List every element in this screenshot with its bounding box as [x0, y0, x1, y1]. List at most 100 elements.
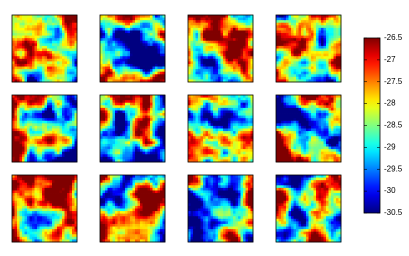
panel-cell — [243, 129, 246, 132]
panel-cell — [331, 41, 334, 44]
panel-cell — [30, 41, 33, 44]
panel-cell — [22, 110, 25, 113]
panel-cell — [213, 61, 216, 64]
panel-cell — [130, 43, 133, 46]
panel-cell — [299, 25, 302, 28]
panel-cell — [228, 152, 231, 155]
panel-cell — [321, 77, 324, 80]
panel-cell — [319, 36, 322, 39]
panel-cell — [231, 74, 234, 77]
panel-cell — [208, 144, 211, 147]
panel-cell — [120, 118, 123, 121]
panel-cell — [130, 69, 133, 72]
panel-cell — [301, 51, 304, 54]
panel-cell — [309, 110, 312, 113]
panel-cell — [47, 59, 50, 62]
panel-cell — [138, 116, 141, 119]
panel-cell — [276, 59, 279, 62]
panel-cell — [37, 118, 40, 121]
panel-cell — [284, 105, 287, 108]
panel-cell — [113, 59, 116, 62]
panel-cell — [70, 105, 73, 108]
panel-cell — [105, 103, 108, 106]
panel-cell — [110, 15, 113, 18]
panel-cell — [57, 54, 60, 57]
panel-cell — [301, 105, 304, 108]
panel-cell — [326, 64, 329, 67]
panel-cell — [284, 113, 287, 116]
panel-cell — [40, 36, 43, 39]
panel-cell — [15, 103, 18, 106]
panel-cell — [243, 136, 246, 139]
panel-cell — [37, 72, 40, 75]
panel-cell — [334, 72, 337, 75]
panel-cell — [52, 54, 55, 57]
panel-cell — [27, 33, 30, 36]
panel-cell — [67, 43, 70, 46]
panel-cell — [135, 38, 138, 41]
panel-cell — [309, 116, 312, 119]
panel-cell — [326, 95, 329, 98]
panel-cell — [221, 74, 224, 77]
panel-cell — [55, 110, 58, 113]
panel-cell — [306, 18, 309, 21]
panel-cell — [218, 147, 221, 150]
panel-cell — [223, 144, 226, 147]
panel-cell — [196, 72, 199, 75]
panel-cell — [203, 51, 206, 54]
panel-cell — [143, 20, 146, 23]
panel-cell — [72, 154, 75, 157]
panel-cell — [35, 38, 38, 41]
panel-cell — [299, 61, 302, 64]
panel-cell — [188, 15, 191, 18]
panel-cell — [115, 141, 118, 144]
panel-cell — [130, 118, 133, 121]
panel-cell — [118, 110, 121, 113]
panel-cell — [62, 51, 65, 54]
panel-cell — [236, 46, 239, 49]
panel-cell — [284, 69, 287, 72]
panel-cell — [160, 56, 163, 59]
panel-cell — [103, 157, 106, 160]
panel-cell — [67, 69, 70, 72]
panel-cell — [45, 129, 48, 132]
panel-cell — [47, 61, 50, 64]
panel-cell — [213, 67, 216, 70]
panel-cell — [319, 103, 322, 106]
panel-cell — [236, 131, 239, 134]
panel-cell — [279, 43, 282, 46]
panel-cell — [103, 95, 106, 98]
panel-cell — [65, 123, 68, 126]
panel-cell — [70, 41, 73, 44]
panel-cell — [213, 98, 216, 101]
panel-cell — [27, 28, 30, 31]
panel-cell — [299, 41, 302, 44]
panel-cell — [198, 139, 201, 142]
panel-cell — [208, 121, 211, 124]
panel-cell — [216, 43, 219, 46]
panel-cell — [304, 41, 307, 44]
panel-cell — [62, 129, 65, 132]
panel-cell — [145, 46, 148, 49]
panel-cell — [67, 98, 70, 101]
panel-cell — [221, 77, 224, 80]
panel-cell — [130, 51, 133, 54]
panel-cell — [67, 113, 70, 116]
panel-cell — [291, 23, 294, 26]
panel-cell — [143, 103, 146, 106]
panel-cell — [108, 139, 111, 142]
panel-cell — [236, 100, 239, 103]
panel-cell — [40, 25, 43, 28]
panel-cell — [110, 59, 113, 62]
panel-cell — [291, 105, 294, 108]
panel-cell — [25, 77, 28, 80]
panel-cell — [42, 67, 45, 70]
panel-cell — [65, 136, 68, 139]
panel-cell — [143, 59, 146, 62]
panel-cell — [158, 64, 161, 67]
panel-cell — [133, 43, 136, 46]
panel-cell — [299, 108, 302, 111]
panel-cell — [198, 18, 201, 21]
panel-cell — [143, 41, 146, 44]
panel-cell — [196, 136, 199, 139]
